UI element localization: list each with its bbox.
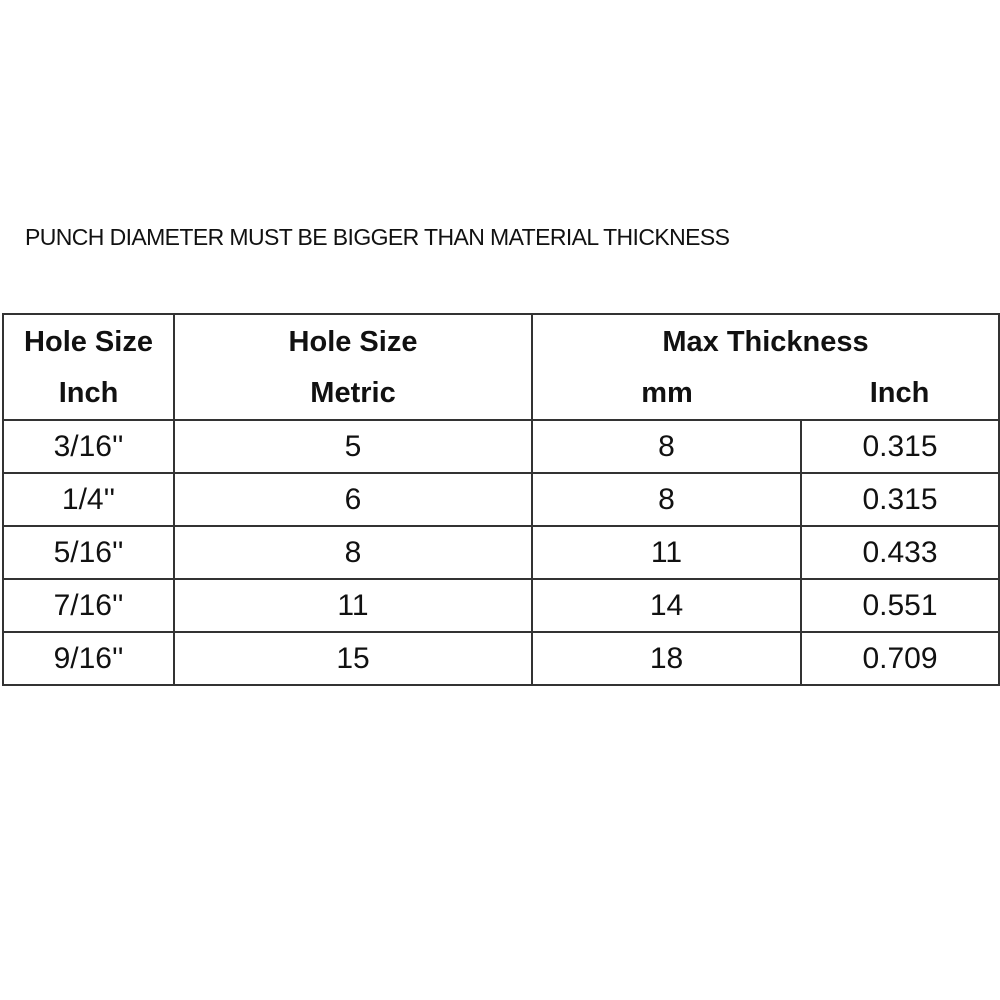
cell-hole-size-metric: 8 <box>173 525 533 580</box>
hole-size-table: Hole Size Hole Size Max Thickness Inch M… <box>2 313 1000 686</box>
cell-hole-size-inch: 7/16'' <box>2 578 175 633</box>
cell-max-thickness-mm: 8 <box>531 419 802 474</box>
header-hole-size-metric-2: Metric <box>173 368 533 421</box>
cell-max-thickness-inch: 0.551 <box>799 578 1000 633</box>
cell-max-thickness-mm: 14 <box>531 578 802 633</box>
cell-hole-size-inch: 9/16'' <box>2 631 175 686</box>
cell-hole-size-metric: 11 <box>173 578 533 633</box>
table-row: 3/16'' 5 8 0.315 <box>2 419 1000 474</box>
header-hole-size-inch-1: Hole Size <box>2 313 175 368</box>
cell-hole-size-metric: 6 <box>173 472 533 527</box>
table-row: 9/16'' 15 18 0.709 <box>2 631 1000 686</box>
table-row: 1/4'' 6 8 0.315 <box>2 472 1000 527</box>
header-mm: mm <box>531 368 801 421</box>
cell-max-thickness-mm: 8 <box>531 472 802 527</box>
page-title: PUNCH DIAMETER MUST BE BIGGER THAN MATER… <box>25 224 730 250</box>
header-row-1: Hole Size Hole Size Max Thickness <box>2 313 1000 368</box>
header-hole-size-metric-1: Hole Size <box>173 313 533 368</box>
header-inch: Inch <box>801 368 1000 421</box>
header-max-thickness: Max Thickness <box>530 313 1000 368</box>
cell-hole-size-metric: 5 <box>173 419 533 474</box>
table-row: 5/16'' 8 11 0.433 <box>2 525 1000 580</box>
header-row-2: Inch Metric mm Inch <box>2 368 1000 421</box>
cell-max-thickness-inch: 0.433 <box>799 525 1000 580</box>
table-row: 7/16'' 11 14 0.551 <box>2 578 1000 633</box>
cell-hole-size-inch: 3/16'' <box>2 419 175 474</box>
cell-max-thickness-inch: 0.709 <box>799 631 1000 686</box>
cell-hole-size-inch: 5/16'' <box>2 525 175 580</box>
cell-max-thickness-mm: 11 <box>531 525 802 580</box>
header-hole-size-inch-2: Inch <box>2 368 175 421</box>
cell-max-thickness-inch: 0.315 <box>799 419 1000 474</box>
cell-hole-size-metric: 15 <box>173 631 533 686</box>
cell-hole-size-inch: 1/4'' <box>2 472 175 527</box>
cell-max-thickness-inch: 0.315 <box>799 472 1000 527</box>
cell-max-thickness-mm: 18 <box>531 631 802 686</box>
